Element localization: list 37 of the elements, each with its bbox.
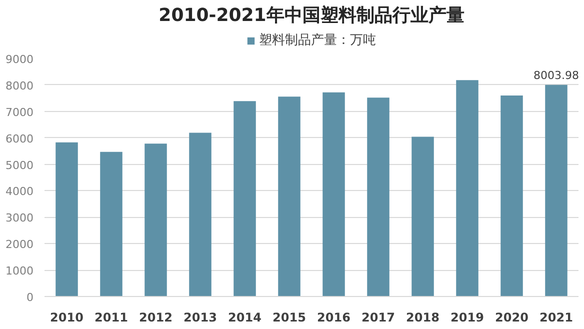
bar xyxy=(100,152,122,296)
y-tick-label: 2000 xyxy=(6,238,34,252)
x-tick-label: 2016 xyxy=(317,310,350,324)
bar xyxy=(189,132,212,296)
x-tick-label: 2012 xyxy=(139,310,172,324)
x-tick-label: 2021 xyxy=(540,310,573,324)
x-tick-label: 2010 xyxy=(50,310,84,324)
bar xyxy=(278,96,300,296)
bar xyxy=(412,136,434,296)
bar xyxy=(456,80,478,296)
data-label: 8003.98 xyxy=(534,68,580,82)
x-tick-label: 2014 xyxy=(228,310,262,324)
bar xyxy=(367,98,390,296)
y-tick-label: 6000 xyxy=(6,132,34,146)
bar xyxy=(234,101,256,296)
bar xyxy=(545,84,568,296)
x-tick-label: 2017 xyxy=(362,310,395,324)
y-tick-label: 0 xyxy=(26,291,34,304)
chart-title: 2010-2021年中国塑料制品行业产量 xyxy=(158,5,464,26)
y-tick-label: 3000 xyxy=(6,212,34,225)
x-tick-label: 2018 xyxy=(406,310,440,324)
x-tick-label: 2015 xyxy=(272,310,306,324)
legend-label: 塑料制品产量：万吨 xyxy=(259,32,376,49)
x-tick-label: 2019 xyxy=(450,310,484,324)
bar xyxy=(144,144,167,296)
y-tick-label: 7000 xyxy=(6,106,34,119)
bar xyxy=(56,142,78,296)
bar xyxy=(500,96,523,296)
bar xyxy=(322,92,345,296)
y-tick-label: 5000 xyxy=(6,158,34,172)
x-tick-label: 2013 xyxy=(184,310,217,324)
y-tick-label: 4000 xyxy=(6,185,34,198)
x-tick-label: 2020 xyxy=(495,310,528,324)
x-tick-label: 2011 xyxy=(94,310,128,324)
y-tick-label: 8000 xyxy=(6,79,34,92)
y-tick-label: 9000 xyxy=(6,53,34,66)
y-tick-label: 1000 xyxy=(6,264,34,278)
